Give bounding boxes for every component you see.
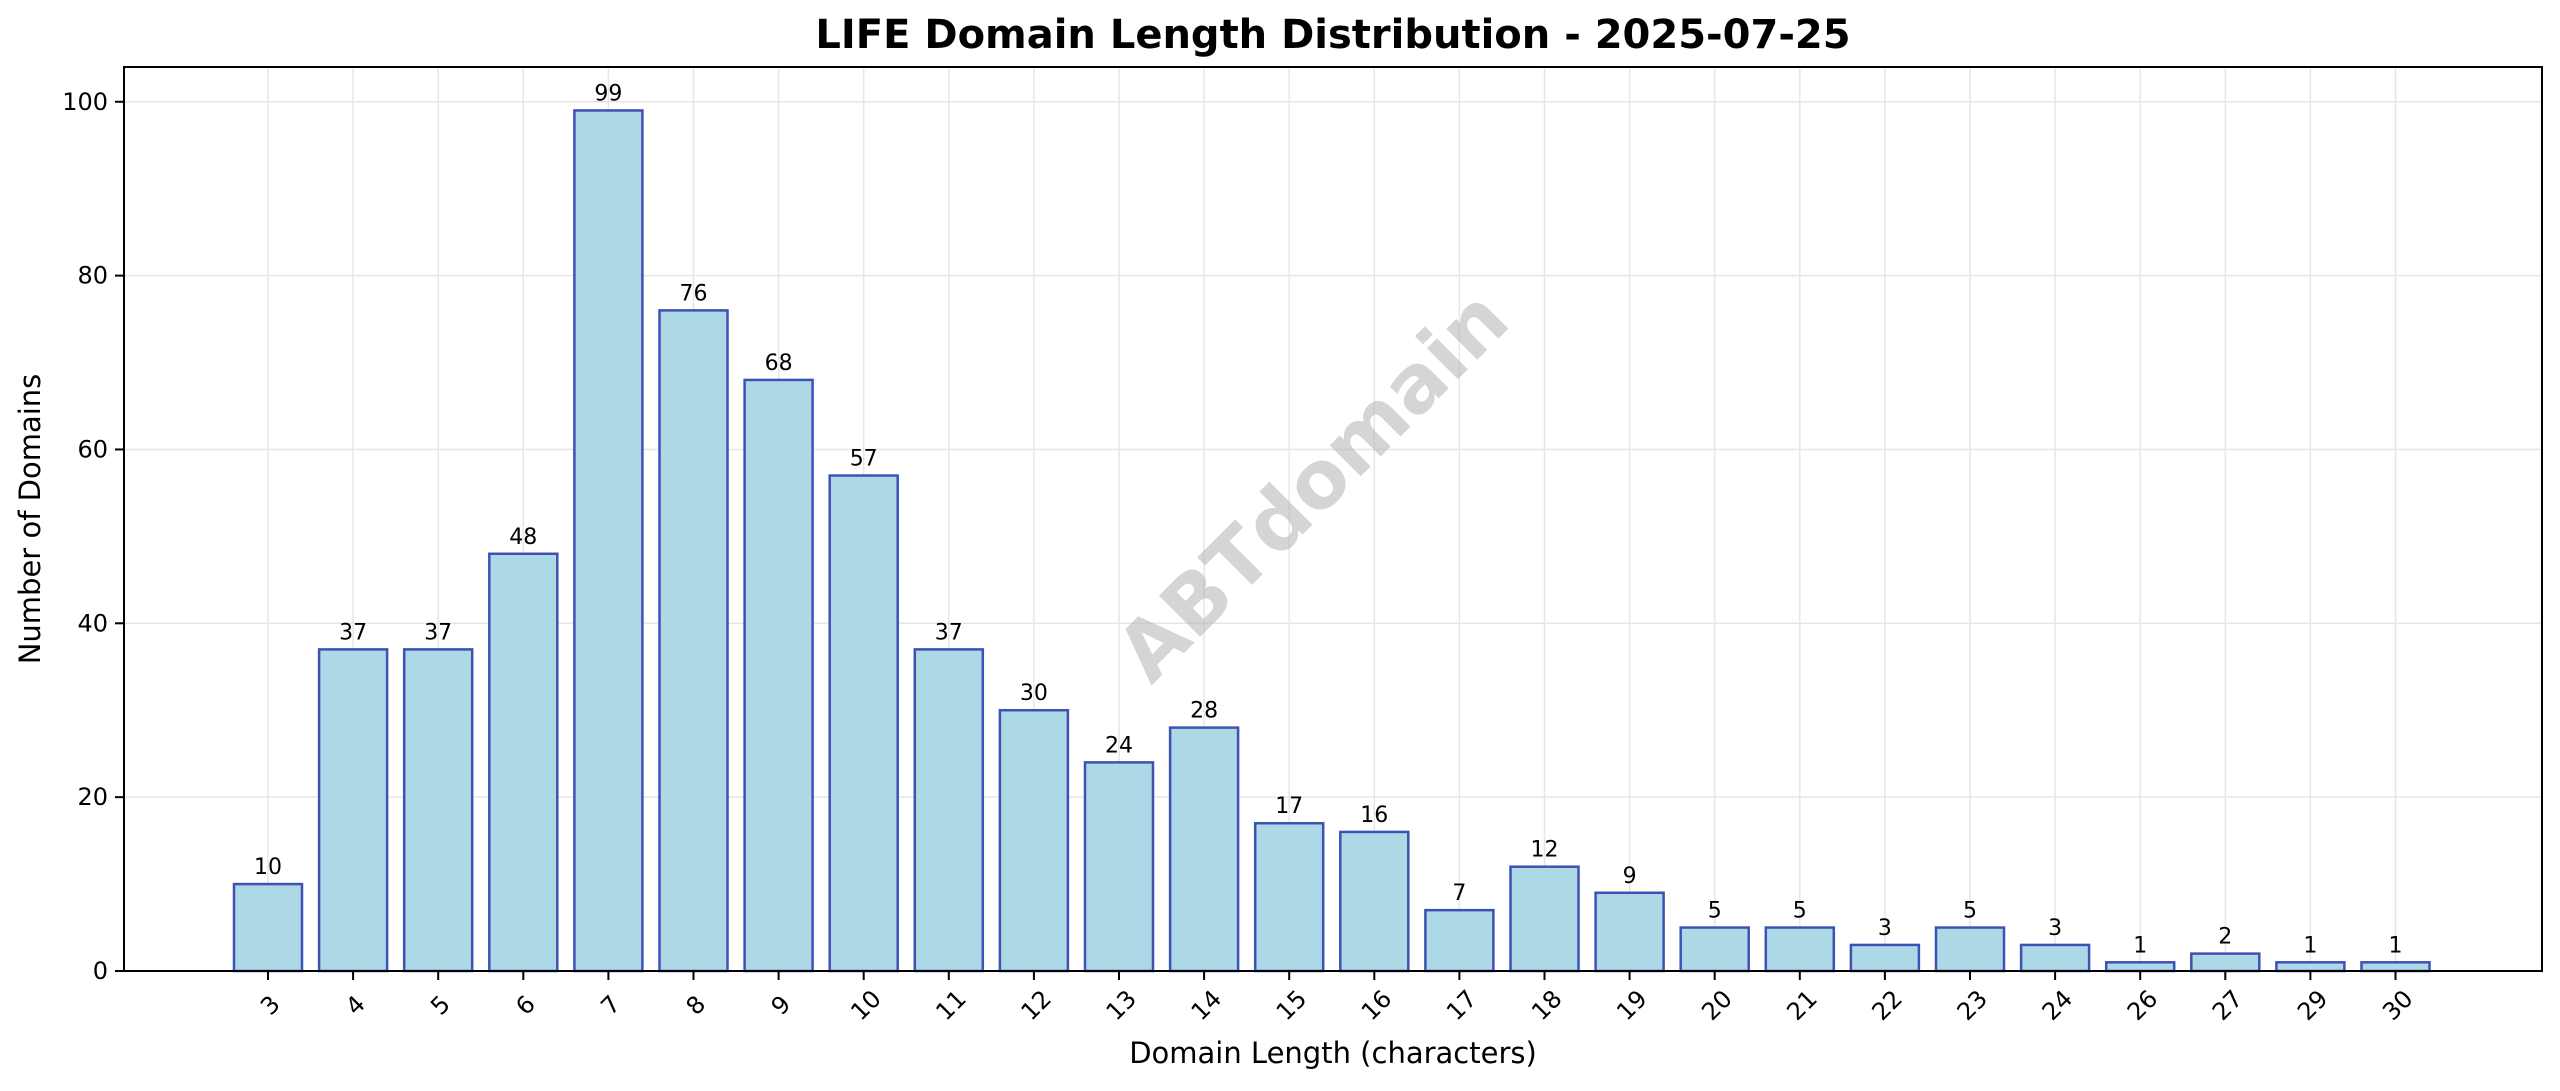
bar-length-27 (2190, 952, 2261, 973)
x-tick-label: 7 (595, 990, 626, 1021)
bar-length-19 (1594, 891, 1665, 973)
bar-length-4 (317, 648, 389, 973)
plot-frame (123, 66, 2543, 972)
bar-value-label: 24 (1105, 733, 1133, 758)
bar-value-label: 37 (424, 620, 452, 645)
y-tick-label: 80 (77, 262, 108, 290)
bar-value-label: 48 (509, 525, 537, 550)
bar-value-label: 7 (1452, 881, 1466, 906)
y-tick-label: 0 (93, 957, 108, 985)
x-tick-label: 27 (2207, 985, 2248, 1026)
bar-length-7 (573, 109, 644, 973)
x-tick-label: 5 (425, 990, 456, 1021)
x-axis-ticks: 3 4 5 6 7 8 9 10 11 12 13 14 15 16 17 18 19 20 21 22 23 24 26 2… (255, 971, 2419, 1026)
bar-length-5 (402, 648, 474, 973)
y-tick-label: 100 (62, 88, 108, 116)
bar-length-15 (1253, 821, 1325, 973)
bars (232, 109, 2431, 973)
bar-value-label: 68 (765, 351, 793, 376)
bar-length-9 (743, 378, 814, 973)
bar-length-6 (488, 552, 559, 973)
bar-length-18 (1509, 865, 1580, 973)
bar-value-label: 37 (935, 620, 963, 645)
bar-length-16 (1339, 830, 1410, 973)
bar-length-30 (2360, 961, 2431, 973)
bar-value-label: 3 (1878, 916, 1892, 941)
chart-title: LIFE Domain Length Distribution - 2025-0… (815, 12, 1850, 58)
x-tick-label: 11 (930, 985, 971, 1026)
bar-value-label: 5 (1963, 899, 1977, 924)
bar-length-22 (1849, 943, 1921, 973)
x-tick-label: 12 (1016, 985, 1057, 1026)
y-tick-label: 40 (77, 609, 108, 637)
bar-value-label: 1 (2303, 933, 2317, 958)
bar-value-label: 16 (1360, 803, 1388, 828)
bar-value-label: 1 (2133, 933, 2147, 958)
bar-value-label: 76 (680, 281, 708, 306)
bar-value-label: 99 (594, 81, 622, 106)
bar-value-label: 1 (2389, 933, 2403, 958)
x-tick-label: 22 (1867, 985, 1908, 1026)
bar-length-26 (2104, 961, 2176, 973)
x-tick-label: 21 (1781, 985, 1822, 1026)
watermark: ABTdomain (1099, 272, 1526, 699)
x-tick-label: 24 (2037, 985, 2078, 1026)
x-tick-label: 4 (340, 990, 371, 1021)
x-tick-label: 15 (1271, 985, 1312, 1026)
x-tick-label: 13 (1101, 985, 1142, 1026)
bar-length-17 (1424, 908, 1495, 973)
bar-length-24 (2019, 943, 2091, 973)
bar-length-14 (1168, 726, 1240, 973)
bar-length-11 (913, 648, 985, 973)
x-tick-label: 6 (510, 990, 541, 1021)
x-tick-label: 18 (1526, 985, 1567, 1026)
x-tick-label: 20 (1696, 985, 1737, 1026)
x-axis-label: Domain Length (characters) (1129, 1036, 1537, 1070)
x-tick-label: 9 (766, 990, 797, 1021)
bar-length-12 (998, 708, 1070, 973)
bar-value-label: 12 (1531, 838, 1559, 863)
bar-value-label: 10 (254, 855, 282, 880)
x-tick-label: 10 (845, 985, 886, 1026)
x-tick-label: 23 (1952, 985, 1993, 1026)
y-tick-label: 60 (77, 435, 108, 463)
y-axis-label: Number of Domains (13, 374, 47, 665)
y-tick-label: 20 (77, 783, 108, 811)
bar-value-label: 17 (1275, 794, 1303, 819)
bar-value-label: 30 (1020, 681, 1048, 706)
bar-length-3 (232, 882, 304, 973)
bar-length-10 (828, 474, 899, 973)
bar-length-23 (1934, 926, 2006, 973)
bar-length-8 (658, 309, 729, 973)
x-tick-label: 3 (255, 990, 286, 1021)
bar-value-label: 57 (850, 447, 878, 472)
bar-value-label: 5 (1793, 899, 1807, 924)
x-tick-label: 16 (1356, 985, 1397, 1026)
x-tick-label: 8 (681, 990, 712, 1021)
x-tick-label: 14 (1186, 985, 1227, 1026)
bar-value-label: 2 (2218, 925, 2232, 950)
bar-length-13 (1083, 761, 1155, 973)
bar-value-label: 9 (1623, 864, 1637, 889)
x-tick-label: 30 (2377, 985, 2418, 1026)
bar-value-label: 37 (339, 620, 367, 645)
bar-value-label: 3 (2048, 916, 2062, 941)
bar-value-label: 28 (1190, 699, 1218, 724)
x-tick-label: 19 (1611, 985, 1652, 1026)
x-tick-label: 17 (1441, 985, 1482, 1026)
bar-value-label: 5 (1708, 899, 1722, 924)
bar-length-20 (1679, 926, 1750, 973)
y-axis-ticks: 0 20 40 60 80 100 (62, 88, 124, 985)
x-tick-label: 29 (2292, 985, 2333, 1026)
x-tick-label: 26 (2122, 985, 2163, 1026)
bar-length-29 (2275, 961, 2346, 973)
bar-length-21 (1764, 926, 1836, 973)
